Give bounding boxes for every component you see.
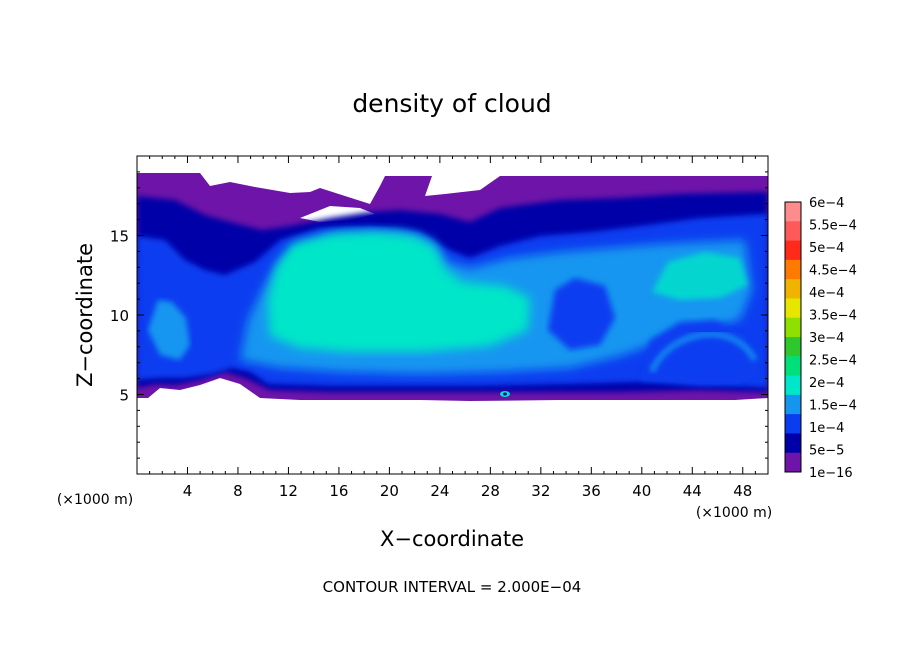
colorbar-label: 5e−5 xyxy=(809,444,844,459)
colorbar-swatch xyxy=(785,259,801,280)
x-tick-label: 36 xyxy=(582,482,601,500)
x-tick-label: 20 xyxy=(380,482,399,500)
colorbar-label: 2.5e−4 xyxy=(809,354,857,369)
colorbar-label: 3e−4 xyxy=(809,331,844,346)
x-tick-label: 12 xyxy=(279,482,298,500)
y-tick-label: 15 xyxy=(110,228,129,246)
x-tick-label: 44 xyxy=(683,482,702,500)
colorbar-swatch xyxy=(785,337,801,357)
colorbar-frame xyxy=(784,201,802,473)
x-tick-label: 32 xyxy=(531,482,550,500)
x-tick-label: 28 xyxy=(481,482,500,500)
colorbar-label: 1e−16 xyxy=(809,466,853,481)
chart-title: density of cloud xyxy=(352,89,551,118)
colorbar-swatch xyxy=(785,279,801,299)
colorbar-label: 5e−4 xyxy=(809,241,844,256)
colorbar-swatch xyxy=(785,452,801,473)
y-axis-label: Z−coordinate xyxy=(73,243,97,387)
y-axis: 5 10 15 xyxy=(110,171,768,459)
colorbar-label: 5.5e−4 xyxy=(809,219,857,234)
colorbar: 6e−4 5.5e−4 5e−4 4.5e−4 4e−4 3.5e−4 3e−4 2.5e−4… xyxy=(784,196,857,481)
y-tick-label: 5 xyxy=(119,387,129,405)
colorbar-label: 6e−4 xyxy=(809,196,844,211)
x-tick-label: 4 xyxy=(183,482,193,500)
x-unit-left: (×1000 m) xyxy=(57,492,133,508)
colorbar-swatch xyxy=(785,433,801,454)
colorbar-swatch xyxy=(785,414,801,434)
colorbar-label: 4e−4 xyxy=(809,286,844,301)
colorbar-label: 3.5e−4 xyxy=(809,309,857,324)
y-tick-label: 10 xyxy=(110,307,129,325)
colorbar-swatch xyxy=(785,375,801,396)
contour-interval-note: CONTOUR INTERVAL = 2.000E−04 xyxy=(323,578,582,596)
colorbar-label: 1e−4 xyxy=(809,421,844,436)
colorbar-swatch xyxy=(785,394,801,415)
contour-fill-2e-4 xyxy=(268,232,530,352)
colorbar-swatch xyxy=(785,202,801,222)
colorbar-swatch xyxy=(785,240,801,261)
x-axis-label: X−coordinate xyxy=(380,527,524,551)
plot-area xyxy=(137,156,768,474)
colorbar-label: 4.5e−4 xyxy=(809,264,857,279)
colorbar-swatch xyxy=(785,317,801,338)
colorbar-swatch xyxy=(785,356,801,377)
x-tick-label: 40 xyxy=(632,482,651,500)
x-tick-label: 48 xyxy=(733,482,752,500)
x-tick-label: 8 xyxy=(233,482,243,500)
x-unit-right: (×1000 m) xyxy=(696,505,772,521)
colorbar-label: 2e−4 xyxy=(809,376,844,391)
colorbar-swatch xyxy=(785,221,801,242)
colorbar-swatch xyxy=(785,298,801,319)
x-tick-label: 16 xyxy=(329,482,348,500)
x-axis: 4 8 12 16 20 24 28 32 36 40 44 48 xyxy=(149,156,756,500)
x-tick-label: 24 xyxy=(430,482,449,500)
colorbar-label: 1.5e−4 xyxy=(809,399,857,414)
